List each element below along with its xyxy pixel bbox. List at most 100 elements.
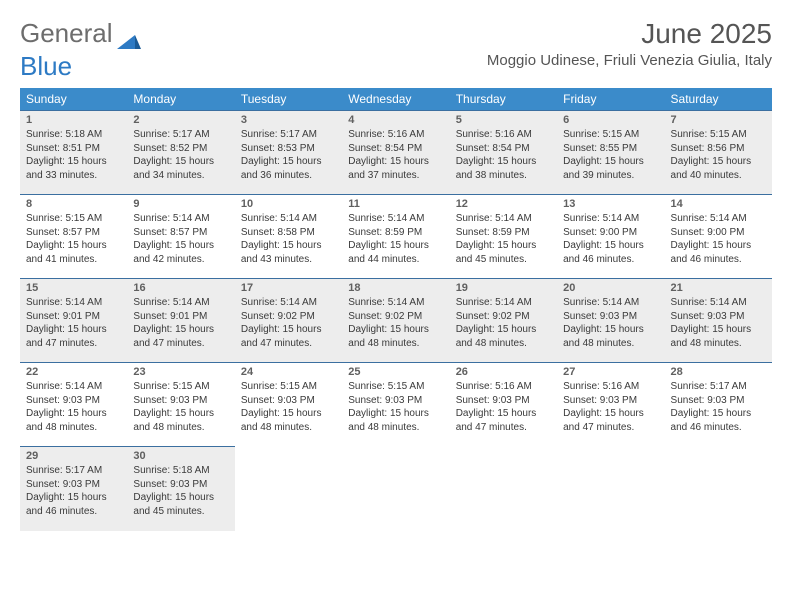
- logo-word-1: General: [20, 18, 113, 49]
- calendar-week-row: 29 Sunrise: 5:17 AMSunset: 9:03 PMDayligh…: [20, 447, 772, 531]
- day-info: Sunrise: 5:15 AMSunset: 8:56 PMDaylight:…: [671, 128, 766, 182]
- calendar-day-cell: 6 Sunrise: 5:15 AMSunset: 8:55 PMDaylight…: [557, 111, 664, 195]
- calendar-day-cell: [450, 447, 557, 531]
- day-number: 11: [348, 198, 443, 210]
- day-number: 26: [456, 366, 551, 378]
- calendar-day-cell: 20Sunrise: 5:14 AMSunset: 9:03 PMDayligh…: [557, 279, 664, 363]
- day-number: 6: [563, 114, 658, 126]
- day-info: Sunrise: 5:15 AMSunset: 9:03 PMDaylight:…: [241, 380, 336, 434]
- day-number: 30: [133, 450, 228, 462]
- calendar-day-cell: 5 Sunrise: 5:16 AMSunset: 8:54 PMDaylight…: [450, 111, 557, 195]
- calendar-week-row: 8 Sunrise: 5:15 AMSunset: 8:57 PMDaylight…: [20, 195, 772, 279]
- day-info: Sunrise: 5:16 AMSunset: 8:54 PMDaylight:…: [456, 128, 551, 182]
- calendar-day-cell: 24Sunrise: 5:15 AMSunset: 9:03 PMDayligh…: [235, 363, 342, 447]
- day-number: 23: [133, 366, 228, 378]
- day-number: 19: [456, 282, 551, 294]
- day-info: Sunrise: 5:16 AMSunset: 9:03 PMDaylight:…: [563, 380, 658, 434]
- day-number: 14: [671, 198, 766, 210]
- dayname-header: Saturday: [665, 88, 772, 111]
- title-block: June 2025 Moggio Udinese, Friuli Venezia…: [487, 18, 772, 69]
- calendar-day-cell: 30 Sunrise: 5:18 AMSunset: 9:03 PMDayligh…: [127, 447, 234, 531]
- calendar-day-cell: 13 Sunrise: 5:14 AMSunset: 9:00 PMDayligh…: [557, 195, 664, 279]
- calendar-day-cell: 23 Sunrise: 5:15 AMSunset: 9:03 PMDayligh…: [127, 363, 234, 447]
- day-info: Sunrise: 5:14 AMSunset: 9:01 PMDaylight:…: [133, 296, 228, 350]
- day-info: Sunrise: 5:14 AMSunset: 9:00 PMDaylight:…: [563, 212, 658, 266]
- calendar-day-cell: 18Sunrise: 5:14 AMSunset: 9:02 PMDayligh…: [342, 279, 449, 363]
- day-info: Sunrise: 5:14 AMSunset: 8:59 PMDaylight:…: [348, 212, 443, 266]
- dayname-header: Wednesday: [342, 88, 449, 111]
- day-number: 4: [348, 114, 443, 126]
- day-info: Sunrise: 5:15 AMSunset: 9:03 PMDaylight:…: [133, 380, 228, 434]
- calendar-day-cell: 1Sunrise: 5:18 AMSunset: 8:51 PMDaylight…: [20, 111, 127, 195]
- day-info: Sunrise: 5:16 AMSunset: 8:54 PMDaylight:…: [348, 128, 443, 182]
- calendar-day-cell: 29 Sunrise: 5:17 AMSunset: 9:03 PMDayligh…: [20, 447, 127, 531]
- calendar-day-cell: 7Sunrise: 5:15 AMSunset: 8:56 PMDaylight…: [665, 111, 772, 195]
- calendar-day-cell: 10 Sunrise: 5:14 AMSunset: 8:58 PMDayligh…: [235, 195, 342, 279]
- day-info: Sunrise: 5:14 AMSunset: 9:02 PMDaylight:…: [456, 296, 551, 350]
- calendar-day-cell: 21 Sunrise: 5:14 AMSunset: 9:03 PMDayligh…: [665, 279, 772, 363]
- calendar-day-cell: [665, 447, 772, 531]
- location-line: Moggio Udinese, Friuli Venezia Giulia, I…: [487, 52, 772, 69]
- day-info: Sunrise: 5:17 AMSunset: 9:03 PMDaylight:…: [671, 380, 766, 434]
- day-info: Sunrise: 5:14 AMSunset: 9:03 PMDaylight:…: [671, 296, 766, 350]
- day-number: 18: [348, 282, 443, 294]
- day-info: Sunrise: 5:17 AMSunset: 8:52 PMDaylight:…: [133, 128, 228, 182]
- calendar-page: General June 2025 Moggio Udinese, Friuli…: [0, 0, 792, 541]
- dayname-header: Monday: [127, 88, 234, 111]
- calendar-week-row: 15 Sunrise: 5:14 AMSunset: 9:01 PMDayligh…: [20, 279, 772, 363]
- day-info: Sunrise: 5:14 AMSunset: 8:58 PMDaylight:…: [241, 212, 336, 266]
- calendar-day-cell: 3Sunrise: 5:17 AMSunset: 8:53 PMDaylight…: [235, 111, 342, 195]
- day-number: 17: [241, 282, 336, 294]
- day-number: 22: [26, 366, 121, 378]
- calendar-day-cell: [557, 447, 664, 531]
- calendar-day-cell: 25 Sunrise: 5:15 AMSunset: 9:03 PMDayligh…: [342, 363, 449, 447]
- day-info: Sunrise: 5:14 AMSunset: 9:00 PMDaylight:…: [671, 212, 766, 266]
- calendar-day-cell: [235, 447, 342, 531]
- day-info: Sunrise: 5:16 AMSunset: 9:03 PMDaylight:…: [456, 380, 551, 434]
- day-number: 21: [671, 282, 766, 294]
- day-number: 10: [241, 198, 336, 210]
- calendar-day-cell: 26 Sunrise: 5:16 AMSunset: 9:03 PMDayligh…: [450, 363, 557, 447]
- calendar-day-cell: 4 Sunrise: 5:16 AMSunset: 8:54 PMDaylight…: [342, 111, 449, 195]
- calendar-day-cell: [342, 447, 449, 531]
- day-number: 1: [26, 114, 121, 126]
- day-number: 29: [26, 450, 121, 462]
- day-number: 3: [241, 114, 336, 126]
- day-info: Sunrise: 5:15 AMSunset: 8:57 PMDaylight:…: [26, 212, 121, 266]
- logo-word-2: Blue: [20, 51, 72, 81]
- day-number: 20: [563, 282, 658, 294]
- calendar-day-cell: 22 Sunrise: 5:14 AMSunset: 9:03 PMDayligh…: [20, 363, 127, 447]
- calendar-day-cell: 16 Sunrise: 5:14 AMSunset: 9:01 PMDayligh…: [127, 279, 234, 363]
- logo-triangle-icon: [117, 25, 141, 43]
- day-info: Sunrise: 5:15 AMSunset: 8:55 PMDaylight:…: [563, 128, 658, 182]
- calendar-day-cell: 11 Sunrise: 5:14 AMSunset: 8:59 PMDayligh…: [342, 195, 449, 279]
- day-number: 25: [348, 366, 443, 378]
- day-number: 5: [456, 114, 551, 126]
- dayname-header: Tuesday: [235, 88, 342, 111]
- day-number: 28: [671, 366, 766, 378]
- dayname-header: Sunday: [20, 88, 127, 111]
- day-number: 13: [563, 198, 658, 210]
- day-number: 8: [26, 198, 121, 210]
- calendar-day-cell: 8 Sunrise: 5:15 AMSunset: 8:57 PMDaylight…: [20, 195, 127, 279]
- day-info: Sunrise: 5:14 AMSunset: 9:02 PMDaylight:…: [241, 296, 336, 350]
- calendar-day-cell: 14 Sunrise: 5:14 AMSunset: 9:00 PMDayligh…: [665, 195, 772, 279]
- brand-logo: General: [20, 18, 145, 49]
- calendar-day-cell: 9Sunrise: 5:14 AMSunset: 8:57 PMDaylight…: [127, 195, 234, 279]
- day-info: Sunrise: 5:18 AMSunset: 9:03 PMDaylight:…: [133, 464, 228, 518]
- day-number: 16: [133, 282, 228, 294]
- calendar-week-row: 22 Sunrise: 5:14 AMSunset: 9:03 PMDayligh…: [20, 363, 772, 447]
- calendar-day-cell: 2Sunrise: 5:17 AMSunset: 8:52 PMDaylight…: [127, 111, 234, 195]
- calendar-week-row: 1Sunrise: 5:18 AMSunset: 8:51 PMDaylight…: [20, 111, 772, 195]
- month-title: June 2025: [487, 18, 772, 50]
- day-number: 15: [26, 282, 121, 294]
- calendar-day-cell: 17 Sunrise: 5:14 AMSunset: 9:02 PMDayligh…: [235, 279, 342, 363]
- calendar-day-cell: 15Sunrise: 5:14 AMSunset: 9:01 PMDayligh…: [20, 279, 127, 363]
- day-info: Sunrise: 5:15 AMSunset: 9:03 PMDaylight:…: [348, 380, 443, 434]
- dayname-header: Thursday: [450, 88, 557, 111]
- calendar-day-cell: 28 Sunrise: 5:17 AMSunset: 9:03 PMDayligh…: [665, 363, 772, 447]
- day-info: Sunrise: 5:14 AMSunset: 9:03 PMDaylight:…: [26, 380, 121, 434]
- day-info: Sunrise: 5:14 AMSunset: 8:59 PMDaylight:…: [456, 212, 551, 266]
- day-info: Sunrise: 5:17 AMSunset: 9:03 PMDaylight:…: [26, 464, 121, 518]
- calendar-header-row: SundayMondayTuesdayWednesdayThursdayFrid…: [20, 88, 772, 111]
